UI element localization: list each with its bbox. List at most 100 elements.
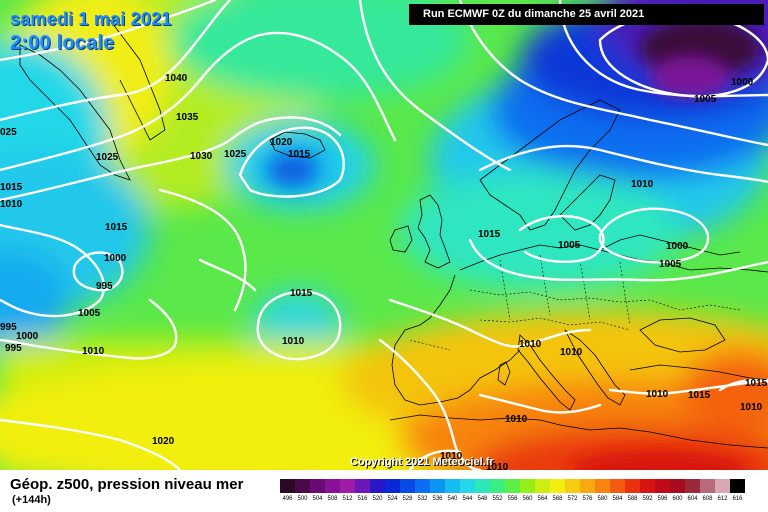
isobar-label: 1025 bbox=[224, 149, 247, 160]
color-scale-tick-label: 524 bbox=[387, 496, 398, 502]
isobar-label: 1010 bbox=[631, 179, 654, 190]
map-svg: 1040 1035 1030 1025 1025 1020 1015 025 1… bbox=[0, 0, 768, 470]
color-scale-swatch bbox=[280, 479, 295, 493]
color-scale-swatch bbox=[655, 479, 670, 493]
isobar-label: 1010 bbox=[519, 339, 542, 350]
color-scale-swatch bbox=[610, 479, 625, 493]
isobar-label: 1005 bbox=[78, 308, 101, 319]
color-scale-tick-label: 616 bbox=[732, 496, 743, 502]
color-scale-tick-label: 516 bbox=[357, 496, 368, 502]
isobar-label: 995 bbox=[0, 322, 17, 333]
isobar-label: 1005 bbox=[694, 94, 717, 105]
isobar-label: 1020 bbox=[152, 436, 175, 447]
color-scale-swatch bbox=[625, 479, 640, 493]
color-scale-swatch bbox=[355, 479, 370, 493]
model-run-label: Run ECMWF 0Z du dimanche 25 avril 2021 bbox=[409, 4, 764, 25]
color-scale-swatch bbox=[430, 479, 445, 493]
isobar-label: 995 bbox=[5, 343, 22, 354]
color-scale-swatch bbox=[670, 479, 685, 493]
color-scale-tick-label: 584 bbox=[612, 496, 623, 502]
isobar-label: 1010 bbox=[282, 336, 305, 347]
isobar-label: 1010 bbox=[0, 199, 23, 210]
color-scale-tick-label: 508 bbox=[327, 496, 338, 502]
color-scale-tick-label: 556 bbox=[507, 496, 518, 502]
color-scale-tick-label: 528 bbox=[402, 496, 413, 502]
color-scale-tick-label: 572 bbox=[567, 496, 578, 502]
color-scale-tick-label: 536 bbox=[432, 496, 443, 502]
color-scale-tick-label: 588 bbox=[627, 496, 638, 502]
color-scale-swatch bbox=[490, 479, 505, 493]
color-scale-tick-label: 552 bbox=[492, 496, 503, 502]
legend-footer: Géop. z500, pression niveau mer (+144h) … bbox=[0, 470, 768, 512]
color-scale-swatch bbox=[700, 479, 715, 493]
isobar-label: 1030 bbox=[190, 151, 213, 162]
color-scale-swatch bbox=[370, 479, 385, 493]
isobar-label: 1005 bbox=[659, 259, 682, 270]
isobar-label: 1010 bbox=[560, 347, 583, 358]
color-scale-tick-label: 596 bbox=[657, 496, 668, 502]
color-scale-swatch bbox=[310, 479, 325, 493]
isobar-label: 1010 bbox=[486, 462, 509, 470]
color-scale-swatch bbox=[715, 479, 730, 493]
color-scale-tick-label: 548 bbox=[477, 496, 488, 502]
isobar-label: 1015 bbox=[0, 182, 23, 193]
color-scale-swatch bbox=[730, 479, 745, 493]
color-scale-swatch bbox=[640, 479, 655, 493]
forecast-date: samedi 1 mai 2021 bbox=[10, 9, 172, 29]
isobar-label: 1010 bbox=[82, 346, 105, 357]
borders bbox=[409, 254, 741, 351]
color-scale-tick-label: 496 bbox=[282, 496, 293, 502]
color-scale-tick-label: 520 bbox=[372, 496, 383, 502]
color-scale-swatch bbox=[475, 479, 490, 493]
isobar-label: 1000 bbox=[16, 331, 39, 342]
color-scale-swatch bbox=[565, 479, 580, 493]
isobar-label: 1015 bbox=[478, 229, 501, 240]
color-scale-swatch bbox=[400, 479, 415, 493]
isobar-label: 1010 bbox=[740, 402, 763, 413]
isobar-label: 1010 bbox=[505, 414, 528, 425]
color-scale-swatch bbox=[505, 479, 520, 493]
isobar-label: 1005 bbox=[558, 240, 581, 251]
color-scale-swatch bbox=[580, 479, 595, 493]
isobar-label: 1025 bbox=[96, 152, 119, 163]
color-scale-swatch bbox=[685, 479, 700, 493]
forecast-local-time: 2:00 locale bbox=[10, 32, 115, 54]
isobar-label: 1000 bbox=[666, 241, 689, 252]
color-scale-tick-label: 544 bbox=[462, 496, 473, 502]
color-scale-swatch bbox=[445, 479, 460, 493]
color-scale-tick-label: 592 bbox=[642, 496, 653, 502]
color-scale-tick-label: 576 bbox=[582, 496, 593, 502]
isobar-label: 1015 bbox=[288, 149, 311, 160]
isobar-label: 1000 bbox=[731, 77, 754, 88]
color-scale-tick-label: 580 bbox=[597, 496, 608, 502]
isobar-label: 995 bbox=[96, 281, 113, 292]
color-scale-tick-label: 564 bbox=[537, 496, 548, 502]
color-scale-tick-label: 612 bbox=[717, 496, 728, 502]
isobar-labels: 1040 1035 1030 1025 1025 1020 1015 025 1… bbox=[0, 73, 768, 470]
color-scale-swatch bbox=[535, 479, 550, 493]
isobar-label: 1010 bbox=[440, 451, 463, 462]
color-scale-swatch bbox=[385, 479, 400, 493]
isobar-label: 1015 bbox=[688, 390, 711, 401]
isobar-label: 1040 bbox=[165, 73, 188, 84]
isobar-label: 025 bbox=[0, 127, 17, 138]
color-scale-tick-label: 600 bbox=[672, 496, 683, 502]
color-scale-swatch bbox=[295, 479, 310, 493]
color-scale-tick-label: 560 bbox=[522, 496, 533, 502]
color-scale-tick-label: 608 bbox=[702, 496, 713, 502]
color-scale-swatch bbox=[460, 479, 475, 493]
color-scale-swatch bbox=[595, 479, 610, 493]
isobar-label: 1015 bbox=[105, 222, 128, 233]
isobar-label: 1015 bbox=[290, 288, 313, 299]
isobar-label: 1000 bbox=[104, 253, 127, 264]
coastlines bbox=[19, 19, 768, 449]
color-scale-tick-label: 568 bbox=[552, 496, 563, 502]
color-scale-tick-label: 604 bbox=[687, 496, 698, 502]
color-scale-swatch bbox=[325, 479, 340, 493]
copyright-notice: Copyright 2021 Meteociel.fr bbox=[350, 456, 494, 468]
color-scale-tick-label: 512 bbox=[342, 496, 353, 502]
isobar-label: 1010 bbox=[646, 389, 669, 400]
isobar-label: 1035 bbox=[176, 112, 199, 123]
isobar-label: 1015 bbox=[745, 378, 768, 389]
color-scale-swatch bbox=[550, 479, 565, 493]
